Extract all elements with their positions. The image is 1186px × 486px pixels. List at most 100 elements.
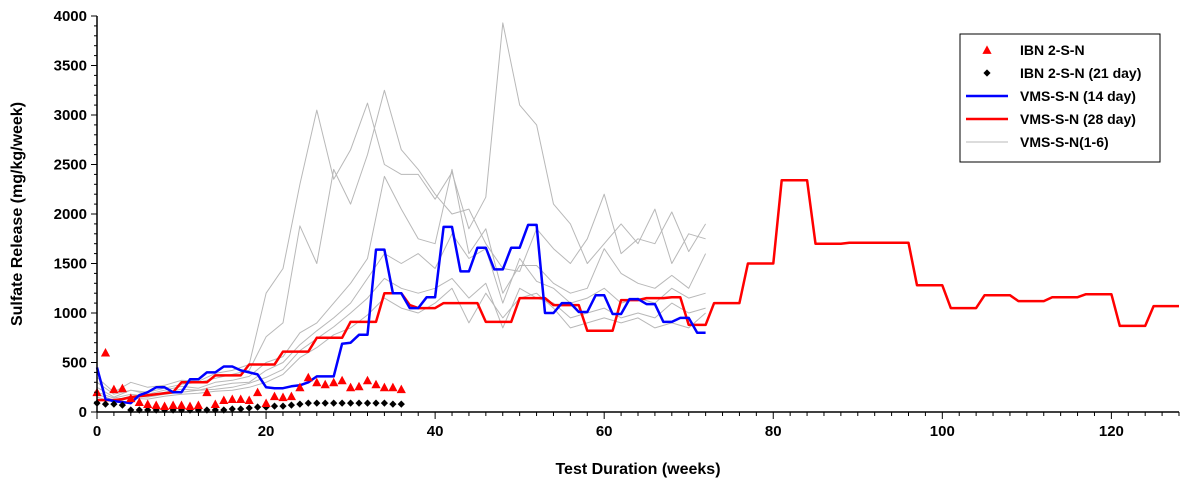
legend-label: VMS-S-N (28 day) [1020, 111, 1136, 127]
series-line-vms-s-n-14-day [95, 223, 706, 405]
y-tick-label: 1000 [54, 305, 87, 322]
x-tick-label: 20 [258, 423, 275, 440]
x-tick-label: 60 [596, 423, 613, 440]
data-point-ibn-2-s-n [143, 399, 153, 408]
data-point-ibn-2-s-n [202, 387, 212, 397]
y-tick-label: 3000 [54, 107, 87, 124]
data-point-ibn-2-s-n [134, 397, 144, 406]
legend-item-ibn-2-s-n: IBN 2-S-N [982, 42, 1085, 58]
data-point-ibn-2-s-n-21-day [287, 401, 295, 409]
legend-item-ibn-2-s-n-21-day: IBN 2-S-N (21 day) [983, 65, 1141, 81]
legend-label: IBN 2-S-N [1020, 42, 1085, 58]
data-point-ibn-2-s-n [168, 400, 178, 409]
data-point-ibn-2-s-n [388, 382, 398, 392]
y-tick-label: 2000 [54, 206, 87, 223]
data-point-ibn-2-s-n-21-day [304, 399, 312, 407]
series-line-vms-s-n-1-6 [96, 287, 706, 403]
data-point-ibn-2-s-n-21-day [228, 405, 236, 413]
data-point-ibn-2-s-n-21-day [313, 399, 321, 407]
legend-label: IBN 2-S-N (21 day) [1020, 65, 1141, 81]
data-point-ibn-2-s-n [160, 401, 170, 410]
series-line-vms-s-n-1-6 [96, 168, 707, 398]
data-point-ibn-2-s-n [210, 399, 220, 408]
y-tick-label: 1500 [54, 256, 87, 273]
data-point-ibn-2-s-n [346, 382, 356, 392]
y-tick-label: 4000 [54, 8, 87, 25]
x-tick-label: 80 [765, 423, 782, 440]
data-point-ibn-2-s-n [379, 382, 389, 392]
data-point-ibn-2-s-n [312, 377, 322, 387]
data-point-ibn-2-s-n [100, 348, 111, 357]
x-tick-label: 120 [1099, 423, 1124, 440]
data-point-ibn-2-s-n-21-day [262, 403, 270, 411]
data-point-ibn-2-s-n-21-day [270, 402, 279, 410]
data-point-ibn-2-s-n-21-day [363, 399, 372, 407]
data-point-ibn-2-s-n [219, 395, 229, 404]
data-point-ibn-2-s-n [396, 384, 406, 394]
series-line-vms-s-n-28-day [97, 179, 1179, 402]
data-point-ibn-2-s-n-21-day [372, 399, 380, 407]
legend-box [959, 33, 1161, 163]
data-point-ibn-2-s-n [278, 392, 288, 402]
data-point-ibn-2-s-n [236, 394, 246, 403]
data-point-ibn-2-s-n [303, 372, 313, 382]
data-point-ibn-2-s-n-21-day [254, 403, 262, 411]
legend-label: VMS-S-N (14 day) [1020, 88, 1136, 104]
data-point-ibn-2-s-n [185, 401, 195, 410]
data-point-ibn-2-s-n [176, 400, 187, 409]
x-axis-title: Test Duration (weeks) [555, 461, 720, 478]
y-tick-label: 2500 [54, 157, 87, 174]
y-tick-label: 500 [62, 355, 87, 372]
data-point-ibn-2-s-n [126, 393, 136, 403]
data-point-ibn-2-s-n-21-day [397, 400, 405, 408]
legend-item-vms-s-n-14-day: VMS-S-N (14 day) [966, 88, 1136, 104]
axes: 0 500 1000 1500 2000 2500 3000 3500 4000 0 20 40 60 8… [54, 8, 1180, 440]
data-point-ibn-2-s-n [117, 383, 127, 393]
legend-marker-triangle [982, 45, 992, 54]
data-point-ibn-2-s-n [362, 375, 373, 385]
y-axis-title: Sulfate Release (mg/kg/week) [9, 102, 26, 326]
data-point-ibn-2-s-n [227, 394, 237, 403]
data-point-ibn-2-s-n-21-day [237, 405, 245, 413]
legend: IBN 2-S-N IBN 2-S-N (21 day) VMS-S-N (14… [959, 33, 1161, 163]
legend-item-vms-s-n-1-6: VMS-S-N(1-6) [966, 134, 1109, 150]
data-point-ibn-2-s-n [337, 375, 347, 385]
series-line-vms-s-n-1-6 [96, 22, 706, 393]
data-point-ibn-2-s-n-21-day [245, 404, 253, 412]
data-point-ibn-2-s-n [193, 400, 203, 409]
data-point-ibn-2-s-n [151, 400, 161, 409]
y-tick-label: 0 [79, 404, 87, 421]
y-tick-label: 3500 [54, 58, 87, 75]
data-point-ibn-2-s-n-21-day [101, 400, 110, 408]
data-point-ibn-2-s-n [286, 391, 296, 401]
data-point-ibn-2-s-n [371, 379, 381, 389]
series-line-vms-s-n-1-6 [96, 233, 706, 399]
data-point-ibn-2-s-n-21-day [380, 399, 388, 407]
series-line-vms-s-n-1-6 [96, 89, 707, 395]
data-point-ibn-2-s-n-21-day [330, 399, 338, 407]
data-point-ibn-2-s-n-21-day [279, 402, 287, 410]
series-line-vms-s-n-1-6 [96, 277, 706, 401]
data-point-ibn-2-s-n-21-day [389, 400, 397, 408]
data-point-ibn-2-s-n [329, 377, 339, 387]
data-point-ibn-2-s-n-21-day [347, 399, 355, 407]
data-point-ibn-2-s-n-21-day [118, 401, 126, 409]
data-point-ibn-2-s-n [295, 382, 305, 392]
data-point-ibn-2-s-n-21-day [321, 399, 329, 407]
data-point-ibn-2-s-n [261, 398, 271, 407]
data-point-ibn-2-s-n [269, 391, 280, 401]
x-tick-label: 100 [930, 423, 955, 440]
data-point-ibn-2-s-n-21-day [355, 399, 363, 407]
x-tick-label: 40 [427, 423, 444, 440]
data-point-ibn-2-s-n-21-day [110, 400, 118, 408]
data-point-ibn-2-s-n [109, 384, 119, 394]
legend-label: VMS-S-N(1-6) [1020, 134, 1109, 150]
data-point-ibn-2-s-n [354, 381, 364, 391]
data-point-ibn-2-s-n [253, 387, 263, 397]
data-point-ibn-2-s-n-21-day [338, 399, 346, 407]
data-point-ibn-2-s-n [320, 379, 330, 389]
x-tick-label: 0 [93, 423, 101, 440]
legend-marker-diamond [983, 69, 991, 77]
legend-item-vms-s-n-28-day: VMS-S-N (28 day) [966, 111, 1136, 127]
